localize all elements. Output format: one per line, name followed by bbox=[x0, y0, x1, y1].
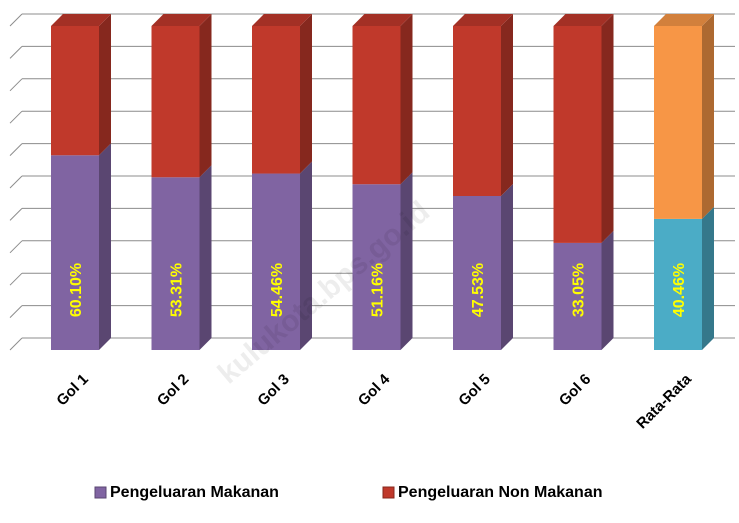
grid-line-side bbox=[9, 240, 23, 254]
grid-line-side bbox=[9, 143, 23, 156]
bar-top bbox=[453, 14, 513, 26]
bar-side bbox=[400, 172, 413, 350]
bar bbox=[151, 26, 200, 178]
bar-side bbox=[199, 165, 212, 350]
grid-line-side bbox=[9, 272, 23, 286]
bar bbox=[453, 26, 501, 197]
legend-swatch bbox=[382, 486, 395, 499]
bar-side bbox=[99, 143, 111, 350]
bar-side bbox=[199, 14, 212, 178]
legend: Pengeluaran Makanan Pengeluaran Non Makan… bbox=[94, 484, 603, 501]
legend-label: Pengeluaran Makanan bbox=[110, 484, 279, 501]
bar-top bbox=[654, 14, 714, 26]
bar-side bbox=[702, 206, 714, 350]
data-label: 47.53% bbox=[470, 263, 487, 317]
data-label: 53.31% bbox=[169, 263, 186, 317]
bar-side bbox=[601, 230, 614, 350]
bar-side bbox=[702, 14, 714, 219]
grid-line-side bbox=[9, 13, 23, 27]
legend-swatch bbox=[94, 486, 107, 499]
legend-label: Pengeluaran Non Makanan bbox=[398, 484, 603, 501]
bar-side bbox=[300, 161, 312, 350]
data-label: 33.05% bbox=[571, 263, 588, 317]
bar-side bbox=[501, 184, 513, 350]
bar bbox=[654, 218, 702, 350]
grid-line-side bbox=[9, 175, 23, 189]
bar bbox=[654, 26, 702, 219]
grid-line-side bbox=[9, 208, 23, 221]
bar bbox=[352, 26, 401, 185]
data-label: 40.46% bbox=[671, 263, 688, 317]
bar bbox=[553, 26, 602, 243]
grid-line-side bbox=[9, 110, 23, 124]
data-label: 54.46% bbox=[269, 263, 286, 317]
bar-side bbox=[501, 14, 513, 197]
x-tick-label: Gol 3 bbox=[254, 371, 293, 410]
x-tick-label: Gol 1 bbox=[53, 371, 92, 410]
x-tick-label: Gol 4 bbox=[355, 370, 394, 409]
bar-top bbox=[151, 14, 212, 26]
data-label: 60.10% bbox=[68, 263, 85, 317]
data-label: 51.16% bbox=[370, 263, 387, 317]
bar-top bbox=[352, 14, 413, 26]
bar-side bbox=[601, 14, 614, 243]
bar bbox=[453, 196, 501, 350]
bar bbox=[352, 184, 401, 350]
x-tick-label: Gol 2 bbox=[154, 371, 193, 410]
bar bbox=[252, 26, 300, 174]
grid-line-side bbox=[9, 78, 23, 92]
bar bbox=[51, 155, 99, 350]
bar-top bbox=[51, 14, 111, 26]
bar-side bbox=[99, 14, 111, 156]
bar bbox=[151, 177, 200, 350]
bar-top bbox=[553, 14, 614, 26]
x-tick-label: Gol 6 bbox=[556, 371, 595, 410]
bar-side bbox=[300, 14, 312, 174]
bars bbox=[51, 14, 714, 350]
x-tick-label: Gol 5 bbox=[455, 371, 494, 410]
x-tick-label: Rata-Rata bbox=[633, 370, 695, 432]
bar bbox=[553, 242, 602, 350]
grid-line-side bbox=[9, 337, 23, 351]
bar bbox=[252, 173, 300, 350]
bar-top bbox=[252, 14, 312, 26]
bar-side bbox=[400, 14, 413, 185]
grid-line-side bbox=[9, 46, 23, 59]
bar bbox=[51, 26, 99, 156]
grid-line-side bbox=[9, 305, 23, 318]
